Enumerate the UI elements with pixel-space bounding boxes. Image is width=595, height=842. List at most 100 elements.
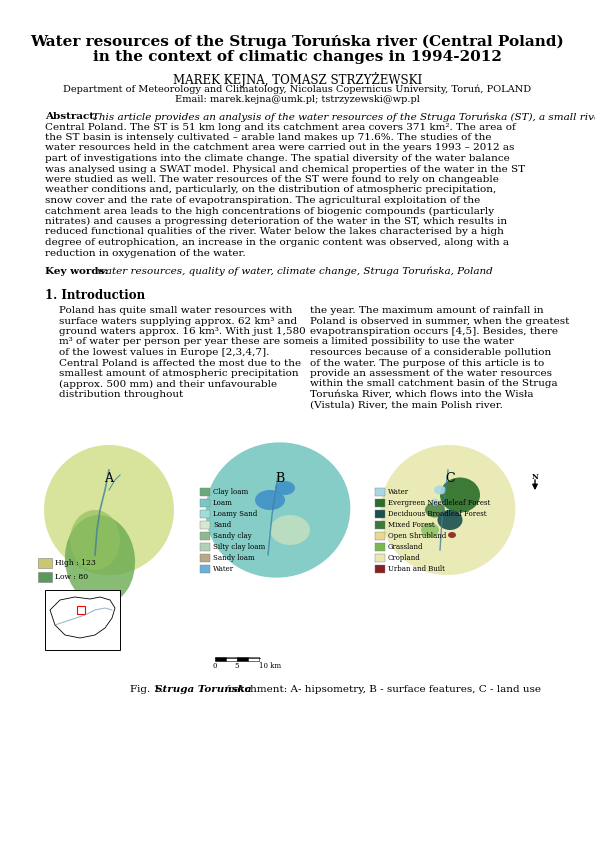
Ellipse shape xyxy=(448,532,456,538)
Text: Loam: Loam xyxy=(213,499,233,507)
Bar xyxy=(375,543,385,551)
Bar xyxy=(200,499,210,507)
Text: Clay loam: Clay loam xyxy=(213,488,248,496)
Bar xyxy=(375,521,385,529)
Text: ground waters approx. 16 km³. With just 1,580: ground waters approx. 16 km³. With just … xyxy=(59,327,306,336)
Ellipse shape xyxy=(275,481,295,495)
Text: Sandy clay: Sandy clay xyxy=(213,532,252,540)
Text: Urban and Built: Urban and Built xyxy=(388,565,445,573)
Text: reduced functional qualities of the river. Water below the lakes characterised b: reduced functional qualities of the rive… xyxy=(45,227,504,237)
Bar xyxy=(200,510,210,518)
Ellipse shape xyxy=(270,515,310,545)
Ellipse shape xyxy=(431,498,439,505)
Polygon shape xyxy=(50,597,115,638)
Text: water resources held in the catchment area were carried out in the years 1993 – : water resources held in the catchment ar… xyxy=(45,143,514,152)
Text: nitrates) and causes a progressing deterioration of the water in the ST, which r: nitrates) and causes a progressing deter… xyxy=(45,217,507,226)
Text: Deciduous Broadleaf Forest: Deciduous Broadleaf Forest xyxy=(388,510,487,518)
Text: Evergreen Needleleaf Forest: Evergreen Needleleaf Forest xyxy=(388,499,490,507)
Text: Poland has quite small water resources with: Poland has quite small water resources w… xyxy=(59,306,292,315)
Text: B: B xyxy=(275,472,284,485)
Text: smallest amount of atmospheric precipitation: smallest amount of atmospheric precipita… xyxy=(59,369,299,378)
Text: was analysed using a SWAT model. Physical and chemical properties of the water i: was analysed using a SWAT model. Physica… xyxy=(45,164,525,173)
Text: water resources, quality of water, climate change, Struga Toruńska, Poland: water resources, quality of water, clima… xyxy=(97,267,493,276)
Text: MAREK KEJNA, TOMASZ STRZYŻEWSKI: MAREK KEJNA, TOMASZ STRZYŻEWSKI xyxy=(173,72,422,87)
Text: part of investigations into the climate change. The spatial diversity of the wat: part of investigations into the climate … xyxy=(45,154,510,163)
Text: Abstract:: Abstract: xyxy=(45,112,98,121)
Text: resources because of a considerable pollution: resources because of a considerable poll… xyxy=(310,348,551,357)
Bar xyxy=(77,606,85,614)
Ellipse shape xyxy=(255,490,285,510)
Text: surface waters supplying approx. 62 km³ and: surface waters supplying approx. 62 km³ … xyxy=(59,317,297,326)
Text: Silty clay loam: Silty clay loam xyxy=(213,543,265,551)
Text: of the water. The purpose of this article is to: of the water. The purpose of this articl… xyxy=(310,359,544,367)
Text: the year. The maximum amount of rainfall in: the year. The maximum amount of rainfall… xyxy=(310,306,544,315)
Bar xyxy=(375,554,385,562)
Text: Open Shrubland: Open Shrubland xyxy=(388,532,446,540)
Bar xyxy=(30,460,188,660)
Text: catchment: A- hipsometry, B - surface features, C - land use: catchment: A- hipsometry, B - surface fe… xyxy=(225,685,541,694)
Text: within the small catchment basin of the Struga: within the small catchment basin of the … xyxy=(310,380,558,388)
Text: 5: 5 xyxy=(235,662,239,670)
Text: Department of Meteorology and Climatology, Nicolaus Copernicus University, Toruń: Department of Meteorology and Climatolog… xyxy=(64,84,531,93)
Ellipse shape xyxy=(44,445,174,575)
Bar xyxy=(237,657,248,661)
Bar xyxy=(375,565,385,573)
Bar xyxy=(375,499,385,507)
Bar xyxy=(45,590,120,650)
Text: Water resources of the Struga Toruńska river (Central Poland): Water resources of the Struga Toruńska r… xyxy=(30,35,565,50)
Text: Grassland: Grassland xyxy=(388,543,424,551)
Text: 0: 0 xyxy=(213,662,217,670)
Bar xyxy=(375,532,385,540)
Bar xyxy=(38,558,52,568)
Text: (Vistula) River, the main Polish river.: (Vistula) River, the main Polish river. xyxy=(310,401,503,409)
Bar xyxy=(200,532,210,540)
Ellipse shape xyxy=(434,486,446,494)
Text: Poland is observed in summer, when the greatest: Poland is observed in summer, when the g… xyxy=(310,317,569,326)
Text: degree of eutrophication, an increase in the organic content was observed, along: degree of eutrophication, an increase in… xyxy=(45,238,509,247)
Text: Key words:: Key words: xyxy=(45,267,108,276)
Bar xyxy=(248,657,259,661)
Text: Low : 80: Low : 80 xyxy=(55,573,88,581)
Text: Fig. 1.: Fig. 1. xyxy=(130,685,167,694)
Text: Water: Water xyxy=(213,565,234,573)
Text: Central Poland is affected the most due to the: Central Poland is affected the most due … xyxy=(59,359,301,367)
Bar xyxy=(195,460,365,660)
Ellipse shape xyxy=(421,523,439,537)
Bar xyxy=(200,488,210,496)
Text: provide an assessment of the water resources: provide an assessment of the water resou… xyxy=(310,369,552,378)
Bar xyxy=(38,572,52,582)
Bar xyxy=(200,565,210,573)
Text: Sandy loam: Sandy loam xyxy=(213,554,255,562)
Text: catchment area leads to the high concentrations of biogenic compounds (particula: catchment area leads to the high concent… xyxy=(45,206,494,216)
Bar xyxy=(200,521,210,529)
Text: of the lowest values in Europe [2,3,4,7].: of the lowest values in Europe [2,3,4,7]… xyxy=(59,348,270,357)
Text: Sand: Sand xyxy=(213,521,231,529)
Text: C: C xyxy=(445,472,455,485)
Text: weather conditions and, particularly, on the distribution of atmospheric precipi: weather conditions and, particularly, on… xyxy=(45,185,496,195)
Bar xyxy=(370,460,530,660)
Bar xyxy=(215,657,226,661)
Text: Central Poland. The ST is 51 km long and its catchment area covers 371 km². The : Central Poland. The ST is 51 km long and… xyxy=(45,122,516,131)
Ellipse shape xyxy=(437,510,462,530)
Text: Water: Water xyxy=(388,488,409,496)
Text: (approx. 500 mm) and their unfavourable: (approx. 500 mm) and their unfavourable xyxy=(59,380,277,389)
Ellipse shape xyxy=(206,442,350,578)
Ellipse shape xyxy=(65,515,135,605)
Text: High : 123: High : 123 xyxy=(55,559,96,567)
Ellipse shape xyxy=(70,510,120,570)
Ellipse shape xyxy=(440,477,480,513)
Bar xyxy=(200,543,210,551)
Text: Toruńska River, which flows into the Wisła: Toruńska River, which flows into the Wis… xyxy=(310,390,534,399)
Text: distribution throughout: distribution throughout xyxy=(59,390,183,399)
Ellipse shape xyxy=(381,445,515,575)
Bar xyxy=(30,460,188,660)
Text: is a limited possibility to use the water: is a limited possibility to use the wate… xyxy=(310,338,514,347)
Bar xyxy=(200,554,210,562)
Text: evapotranspiration occurs [4,5]. Besides, there: evapotranspiration occurs [4,5]. Besides… xyxy=(310,327,558,336)
Text: m³ of water per person per year these are some: m³ of water per person per year these ar… xyxy=(59,338,311,347)
Bar xyxy=(375,488,385,496)
Text: 1. Introduction: 1. Introduction xyxy=(45,289,145,302)
Text: Cropland: Cropland xyxy=(388,554,421,562)
Text: snow cover and the rate of evapotranspiration. The agricultural exploitation of : snow cover and the rate of evapotranspir… xyxy=(45,196,480,205)
Bar xyxy=(375,510,385,518)
